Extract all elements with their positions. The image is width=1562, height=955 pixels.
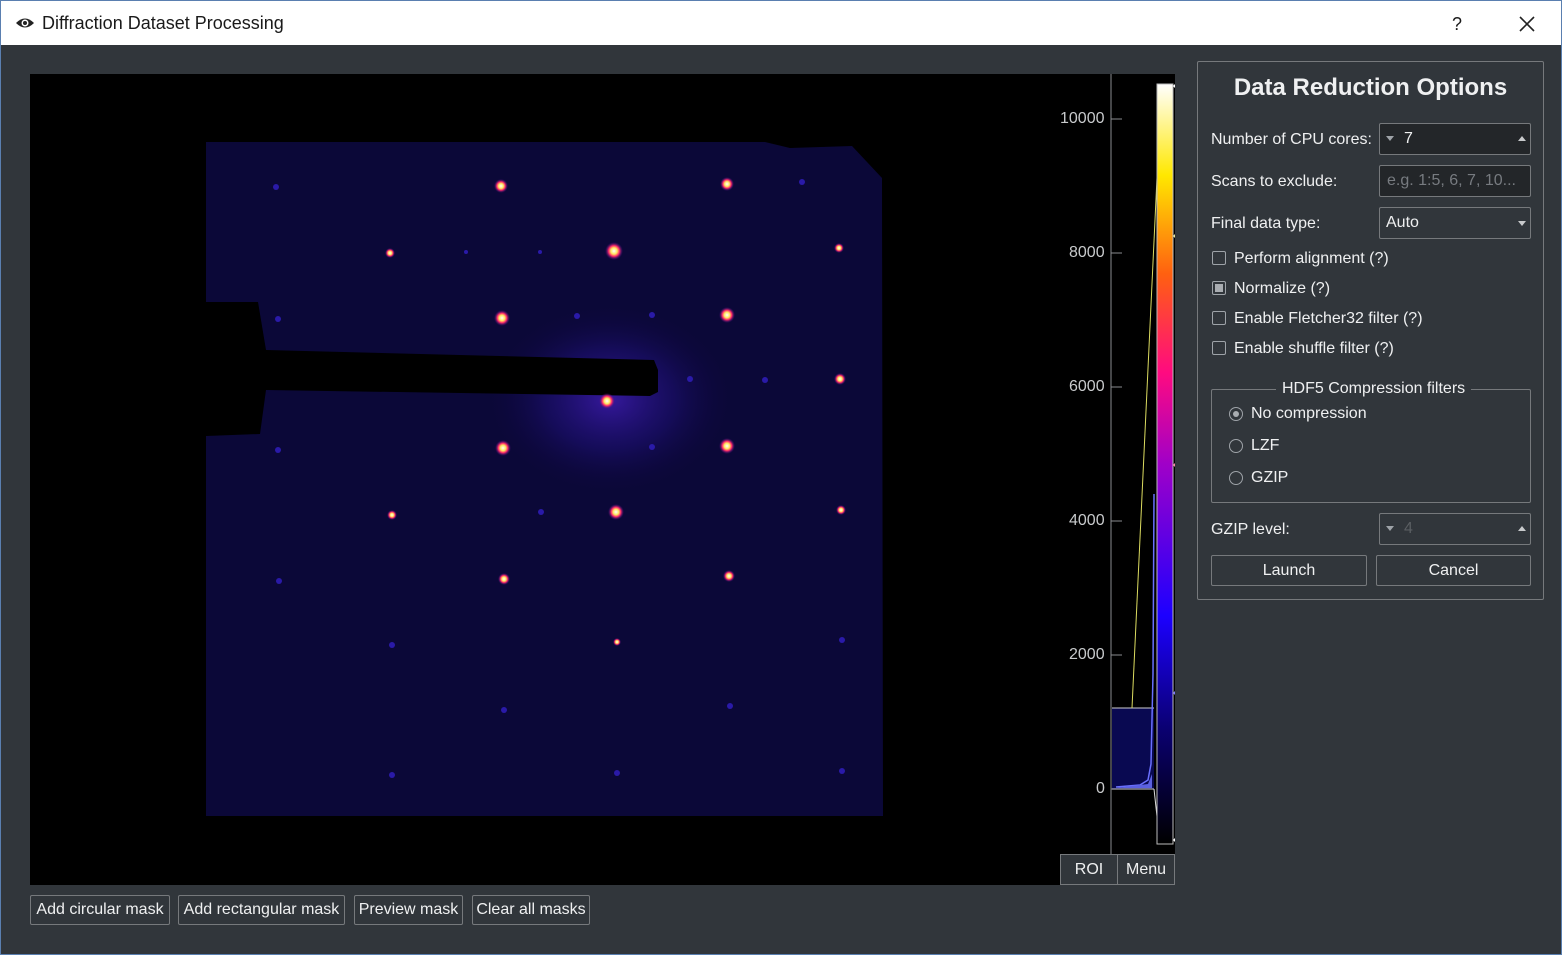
lzf-label[interactable]: LZF — [1251, 437, 1280, 454]
alignment-label[interactable]: Perform alignment (?) — [1234, 250, 1389, 267]
roi-button[interactable]: ROI — [1060, 854, 1118, 885]
compression-group-title: HDF5 Compression filters — [1276, 380, 1472, 398]
chevron-down-icon[interactable] — [1386, 136, 1394, 142]
launch-button[interactable]: Launch — [1211, 555, 1367, 586]
preview-mask-button[interactable]: Preview mask — [354, 895, 463, 925]
chevron-up-icon[interactable] — [1518, 526, 1526, 532]
help-button[interactable]: ? — [1451, 14, 1462, 34]
chevron-down-icon[interactable] — [1518, 221, 1526, 227]
exclude-scans-placeholder: e.g. 1:5, 6, 7, 10... — [1387, 172, 1516, 189]
histogram-range — [1112, 708, 1154, 789]
shuffle-label[interactable]: Enable shuffle filter (?) — [1234, 340, 1394, 357]
colorbar — [1156, 83, 1174, 845]
eye-icon — [16, 18, 34, 28]
tick-label: 2000 — [1069, 646, 1105, 663]
gzip-label[interactable]: GZIP — [1251, 469, 1289, 486]
cpu-cores-label: Number of CPU cores: — [1211, 131, 1372, 148]
close-icon[interactable] — [1509, 7, 1545, 41]
title-bar: Diffraction Dataset Processing ? — [1, 1, 1561, 45]
diffraction-image-viewer[interactable] — [30, 74, 1175, 885]
tick-label: 4000 — [1069, 512, 1105, 529]
menu-button[interactable]: Menu — [1117, 854, 1175, 885]
gzip-level-label: GZIP level: — [1211, 521, 1290, 538]
cancel-button[interactable]: Cancel — [1376, 555, 1531, 586]
cpu-cores-spinbox[interactable]: 7 — [1379, 123, 1531, 155]
window-title: Diffraction Dataset Processing — [42, 13, 284, 33]
fletcher32-checkbox[interactable] — [1212, 311, 1226, 325]
tick-label: 10000 — [1060, 110, 1105, 127]
chevron-up-icon[interactable] — [1518, 136, 1526, 142]
faint-spots — [273, 179, 845, 778]
exclude-scans-input[interactable]: e.g. 1:5, 6, 7, 10... — [1379, 165, 1531, 197]
data-type-select[interactable]: Auto — [1379, 207, 1531, 239]
cpu-cores-value: 7 — [1404, 130, 1413, 147]
no-compression-label[interactable]: No compression — [1251, 405, 1367, 422]
image-canvas[interactable] — [30, 74, 1175, 885]
normalize-label[interactable]: Normalize (?) — [1234, 280, 1331, 297]
exclude-scans-label: Scans to exclude: — [1211, 173, 1338, 190]
shuffle-checkbox[interactable] — [1212, 341, 1226, 355]
tick-label: 6000 — [1069, 378, 1105, 395]
alignment-checkbox[interactable] — [1212, 251, 1226, 265]
chevron-down-icon[interactable] — [1386, 526, 1394, 532]
tick-label: 0 — [1096, 780, 1105, 797]
gzip-level-spinbox[interactable]: 4 — [1379, 513, 1531, 545]
add-circular-mask-button[interactable]: Add circular mask — [30, 895, 170, 925]
clear-all-masks-button[interactable]: Clear all masks — [472, 895, 590, 925]
gzip-radio[interactable] — [1229, 471, 1243, 485]
diffraction-spots — [385, 177, 846, 646]
tick-label: 8000 — [1069, 244, 1105, 261]
data-type-value: Auto — [1386, 214, 1419, 231]
no-compression-radio[interactable] — [1229, 407, 1243, 421]
panel-title: Data Reduction Options — [1233, 74, 1508, 101]
gzip-level-value: 4 — [1404, 520, 1413, 537]
data-reduction-options-panel: Data Reduction Options — [1197, 61, 1544, 600]
fletcher32-label[interactable]: Enable Fletcher32 filter (?) — [1234, 310, 1423, 327]
histogram-curve — [1115, 493, 1155, 788]
beam-stop — [206, 302, 658, 436]
lzf-radio[interactable] — [1229, 439, 1243, 453]
normalize-checkbox[interactable] — [1212, 281, 1226, 295]
add-rectangular-mask-button[interactable]: Add rectangular mask — [178, 895, 345, 925]
data-type-label: Final data type: — [1211, 215, 1321, 232]
